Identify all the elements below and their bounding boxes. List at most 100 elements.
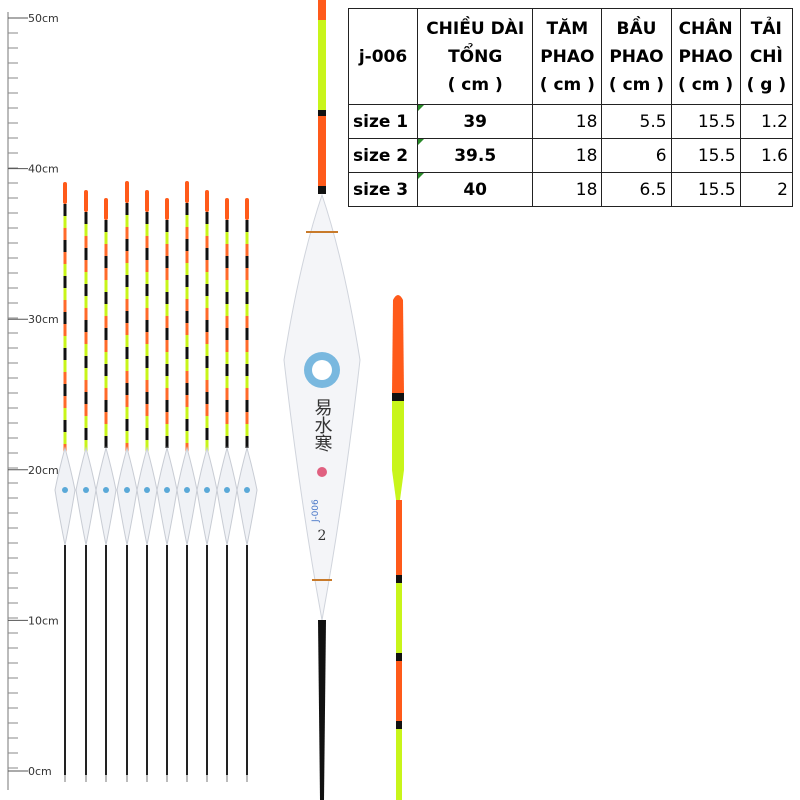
header-text: ( cm ): [608, 74, 665, 95]
stem-seg: [205, 392, 209, 404]
stem-seg: [104, 268, 108, 280]
stem-seg: [84, 212, 88, 224]
stem-seg: [84, 260, 88, 272]
stem-seg: [225, 388, 229, 400]
body: [236, 446, 258, 546]
stem-seg: [63, 228, 67, 240]
stem-seg: [185, 359, 189, 371]
stem-seg: [84, 368, 88, 380]
stem-seg: [104, 388, 108, 400]
stem-seg: [185, 419, 189, 431]
table-cell: 1.6: [739, 138, 794, 173]
stem-seg: [205, 296, 209, 308]
stem-seg: [245, 388, 249, 400]
header-text: TĂM: [546, 18, 589, 39]
stem-seg: [145, 440, 149, 452]
stem-seg: [84, 320, 88, 332]
stem-seg: [205, 428, 209, 440]
stem-seg: [84, 236, 88, 248]
stem-seg: [145, 332, 149, 344]
table-cell: 40: [417, 172, 534, 207]
body: [75, 446, 97, 546]
stem-seg: [225, 292, 229, 304]
stem-seg: [185, 431, 189, 443]
stem-seg: [104, 292, 108, 304]
table-cell: 2: [739, 172, 794, 207]
header-cell: j-006: [347, 8, 419, 105]
stem-seg: [125, 251, 129, 263]
stem-seg: [63, 384, 67, 396]
stem-seg: [205, 284, 209, 296]
stem-seg: [225, 268, 229, 280]
stem-seg: [225, 400, 229, 412]
stem-seg: [185, 371, 189, 383]
table-row: size 1 39 18 5.5 15.5 1.2: [347, 104, 794, 139]
stem-seg: [63, 336, 67, 348]
stem-seg: [145, 428, 149, 440]
body: [95, 446, 117, 546]
stem-seg: [185, 383, 189, 395]
stem-seg: [125, 323, 129, 335]
stem-seg: [125, 395, 129, 407]
stem-seg: [145, 272, 149, 284]
stem-seg: [104, 280, 108, 292]
stem-seg: [63, 276, 67, 288]
header-text: ( cm ): [678, 74, 734, 95]
stem-seg: [84, 296, 88, 308]
stem-seg: [225, 256, 229, 268]
stem-seg: [245, 268, 249, 280]
stem-seg: [185, 299, 189, 311]
stem-seg: [225, 220, 229, 232]
stem-seg: [225, 316, 229, 328]
header-cell: TĂM PHAO ( cm ): [532, 8, 603, 105]
ruler: 50cm 40cm 30cm 20cm 10cm 0cm: [7, 12, 59, 790]
stem-seg: [165, 352, 169, 364]
logo: [83, 487, 89, 493]
stem-seg: [104, 364, 108, 376]
stem-seg: [63, 408, 67, 420]
stem-seg: [205, 212, 209, 224]
stem-seg: [145, 344, 149, 356]
stem-seg: [225, 328, 229, 340]
header-row: j-006 CHIỀU DÀI TỔNG( cm ) TĂM PHAO( cm ) BẦU…: [347, 8, 794, 105]
stem-seg: [63, 420, 67, 432]
stem-seg: [205, 236, 209, 248]
body: [176, 446, 198, 546]
body: [136, 446, 158, 546]
stem-seg: [225, 340, 229, 352]
stem-seg: [63, 372, 67, 384]
stem-seg: [165, 256, 169, 268]
stem-seg: [84, 356, 88, 368]
stem-seg: [125, 275, 129, 287]
stem-seg: [165, 412, 169, 424]
stem-seg: [185, 311, 189, 323]
stem-seg: [145, 212, 149, 224]
stem-seg: [245, 256, 249, 268]
tip: [165, 198, 169, 220]
header-text: j-006: [358, 46, 408, 67]
stem-seg: [245, 328, 249, 340]
stem-seg: [125, 203, 129, 215]
table-cell: size 3: [347, 172, 419, 207]
float-closeup: [392, 295, 404, 800]
stem-seg: [185, 203, 189, 215]
stem-seg: [165, 364, 169, 376]
tip: [84, 190, 88, 212]
tip: [225, 198, 229, 220]
logo: [224, 487, 230, 493]
table-cell: 18: [532, 104, 603, 139]
stem-seg: [245, 232, 249, 244]
logo: [244, 487, 250, 493]
stem-seg: [125, 419, 129, 431]
body: [156, 446, 178, 546]
stem-seg: [104, 220, 108, 232]
stem-seg: [125, 263, 129, 275]
stem-seg: [165, 304, 169, 316]
stem-seg: [145, 308, 149, 320]
ruler-label: 20cm: [28, 464, 59, 477]
model-text: J-006: [311, 499, 321, 523]
tip: [145, 190, 149, 212]
stem-seg: [205, 308, 209, 320]
stem-seg: [63, 396, 67, 408]
